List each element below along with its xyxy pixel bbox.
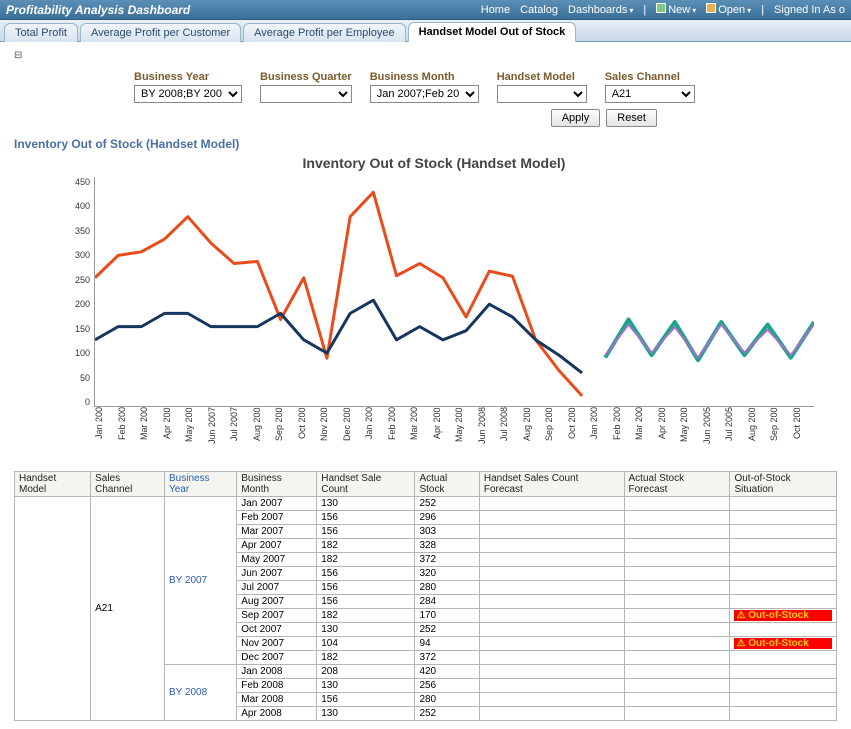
filter-label: Business Month xyxy=(370,71,479,83)
collapse-icon[interactable]: ⊟ xyxy=(14,50,837,61)
apply-button[interactable]: Apply xyxy=(551,109,601,127)
open-icon xyxy=(706,3,716,13)
apply-row: Apply Reset xyxy=(14,109,837,127)
tab-total-profit[interactable]: Total Profit xyxy=(4,23,78,42)
filter-row: Business Year BY 2008;BY 200 Business Qu… xyxy=(134,71,837,103)
topbar-right: Home Catalog Dashboards▾ | New▾ Open▾ | … xyxy=(481,3,845,16)
business-year-cell[interactable]: BY 2007 xyxy=(164,497,236,665)
filter-label: Sales Channel xyxy=(605,71,695,83)
content: ⊟ Business Year BY 2008;BY 200 Business … xyxy=(0,42,851,729)
table-header[interactable]: Business Year xyxy=(164,472,236,497)
topbar: Profitability Analysis Dashboard Home Ca… xyxy=(0,0,851,20)
table-header[interactable]: Business Month xyxy=(237,472,317,497)
table-header[interactable]: Handset Model xyxy=(15,472,91,497)
section-title: Inventory Out of Stock (Handset Model) xyxy=(14,137,837,151)
out-of-stock-badge: Out-of-Stock xyxy=(734,610,832,621)
nav-open[interactable]: Open▾ xyxy=(706,3,751,16)
nav-signedin[interactable]: Signed In As o xyxy=(774,4,845,16)
business-quarter-select[interactable] xyxy=(260,85,352,103)
chart: Inventory Out of Stock (Handset Model) 4… xyxy=(54,155,814,457)
chart-xaxis: Jan 200Feb 200Mar 200Apr 200May 200Jun 2… xyxy=(94,407,814,457)
business-year-select[interactable]: BY 2008;BY 200 xyxy=(134,85,242,103)
tabbar: Total Profit Average Profit per Customer… xyxy=(0,20,851,42)
filter-label: Handset Model xyxy=(497,71,587,83)
filter-business-year: Business Year BY 2008;BY 200 xyxy=(134,71,242,103)
tab-handset-oos[interactable]: Handset Model Out of Stock xyxy=(408,22,577,42)
nav-new[interactable]: New▾ xyxy=(656,3,696,16)
nav-catalog[interactable]: Catalog xyxy=(520,4,558,16)
table-header[interactable]: Out-of-Stock Situation xyxy=(730,472,837,497)
page-title: Profitability Analysis Dashboard xyxy=(6,3,190,17)
table-header[interactable]: Handset Sale Count xyxy=(317,472,415,497)
filter-handset-model: Handset Model xyxy=(497,71,587,103)
nav-dashboards[interactable]: Dashboards▾ xyxy=(568,4,633,16)
filter-sales-channel: Sales Channel A21 xyxy=(605,71,695,103)
table-header[interactable]: Sales Channel xyxy=(91,472,165,497)
sales-channel-select[interactable]: A21 xyxy=(605,85,695,103)
table-header[interactable]: Actual Stock Forecast xyxy=(624,472,730,497)
filter-label: Business Quarter xyxy=(260,71,352,83)
table-header[interactable]: Handset Sales Count Forecast xyxy=(479,472,624,497)
table-row: A21BY 2007Jan 2007130252 xyxy=(15,497,837,511)
chart-plot xyxy=(94,177,814,407)
handset-model-select[interactable] xyxy=(497,85,587,103)
chart-yaxis: 450400350300250200150100500 xyxy=(54,177,94,407)
tab-avg-profit-customer[interactable]: Average Profit per Customer xyxy=(80,23,241,42)
chart-area: 450400350300250200150100500 xyxy=(54,177,814,407)
data-table: Handset ModelSales ChannelBusiness YearB… xyxy=(14,471,837,721)
filter-business-quarter: Business Quarter xyxy=(260,71,352,103)
reset-button[interactable]: Reset xyxy=(606,109,657,127)
out-of-stock-badge: Out-of-Stock xyxy=(734,638,832,649)
filter-label: Business Year xyxy=(134,71,242,83)
business-year-cell[interactable]: BY 2008 xyxy=(164,665,236,721)
table-header[interactable]: Actual Stock xyxy=(415,472,479,497)
business-month-select[interactable]: Jan 2007;Feb 20 xyxy=(370,85,479,103)
chart-title: Inventory Out of Stock (Handset Model) xyxy=(54,155,814,171)
filter-business-month: Business Month Jan 2007;Feb 20 xyxy=(370,71,479,103)
table-header-row: Handset ModelSales ChannelBusiness YearB… xyxy=(15,472,837,497)
nav-home[interactable]: Home xyxy=(481,4,510,16)
tab-avg-profit-employee[interactable]: Average Profit per Employee xyxy=(243,23,405,42)
new-icon xyxy=(656,3,666,13)
